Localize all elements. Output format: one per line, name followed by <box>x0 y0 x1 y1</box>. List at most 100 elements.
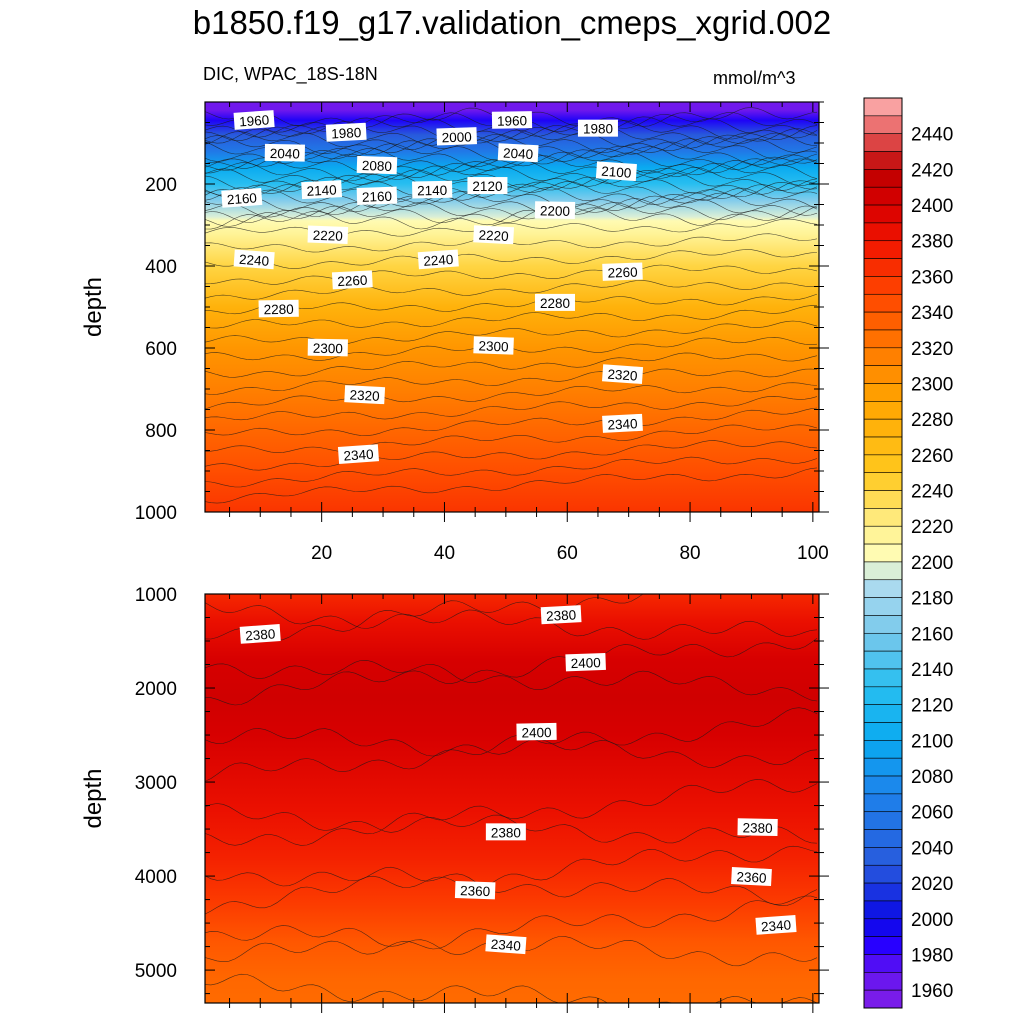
contour-label-text: 2320 <box>607 367 638 384</box>
contour-label-box <box>473 225 515 245</box>
colorbar-box <box>863 740 903 759</box>
y-tick-label: 2000 <box>135 679 177 700</box>
contour-label-box <box>344 385 386 405</box>
colorbar-box <box>863 133 903 152</box>
contour-label: 2340 <box>602 413 643 433</box>
contour-line <box>204 368 818 395</box>
y-tick-label: 1000 <box>135 503 177 524</box>
y-tick-label: 800 <box>145 421 177 442</box>
contour-label-text: 2380 <box>742 820 772 836</box>
contour-label-text: 2080 <box>362 158 393 174</box>
contour-label: 2260 <box>602 262 643 281</box>
contour-label: 2380 <box>540 605 582 625</box>
colorbar-box <box>863 543 903 563</box>
colorbar-box <box>863 329 903 349</box>
contour-line <box>204 728 818 768</box>
y-axis-title: depth <box>80 277 107 337</box>
colorbar-label: 2160 <box>911 624 953 645</box>
colorbar-box <box>863 311 903 331</box>
contour-label: 2300 <box>473 336 514 355</box>
contour-label-box <box>565 652 606 672</box>
contour-line <box>204 153 818 176</box>
contour-line <box>204 395 818 421</box>
contour-line <box>204 382 818 410</box>
contour-line <box>204 638 818 706</box>
colorbar-box <box>863 847 903 866</box>
contour-label-box <box>356 155 398 175</box>
colorbar-box <box>863 775 903 795</box>
colorbar-box <box>863 686 903 705</box>
colorbar-box <box>863 900 903 920</box>
colorbar-box <box>863 293 903 313</box>
colorbar-box <box>863 347 903 366</box>
contour-label: 2380 <box>239 624 281 644</box>
contour-label: 2280 <box>534 293 575 311</box>
contour-label: 2340 <box>337 444 380 464</box>
colorbar-label: 2340 <box>911 303 953 324</box>
colorbar-box <box>863 115 903 134</box>
contour-label: 2360 <box>731 866 772 887</box>
contour-label-box <box>325 122 367 142</box>
colorbar-box <box>863 597 903 616</box>
contour-line <box>204 803 818 844</box>
colorbar-box <box>863 936 903 955</box>
colorbar-label: 2420 <box>911 160 953 181</box>
contour-label-text: 2260 <box>607 265 638 281</box>
contour-label: 2140 <box>301 180 343 200</box>
contour-label-box <box>233 110 275 130</box>
colorbar-box <box>863 918 903 937</box>
chart-title: b1850.f19_g17.validation_cmeps_xgrid.002 <box>192 4 832 41</box>
contour-label-text: 2320 <box>349 387 380 404</box>
colorbar-label: 2020 <box>911 874 953 895</box>
contour-label: 1960 <box>491 111 533 129</box>
colorbar-label: 2300 <box>911 374 953 395</box>
colorbar-label: 2320 <box>911 339 953 360</box>
contour-label-text: 2220 <box>478 227 509 244</box>
colorbar-box <box>863 401 903 420</box>
contour-line <box>204 866 818 905</box>
contour-line <box>204 218 818 237</box>
contour-label-text: 2340 <box>607 416 638 433</box>
contour-label-text: 2040 <box>503 145 534 162</box>
contour-line <box>204 845 818 915</box>
contour-label-box <box>301 180 343 200</box>
colorbar-label: 2200 <box>911 553 953 574</box>
contour-label-box <box>264 143 305 162</box>
y-tick-label: 400 <box>145 257 177 278</box>
colorbar-box <box>863 276 903 295</box>
colorbar-frame <box>863 97 903 1009</box>
contour-label-text: 2400 <box>570 655 601 671</box>
contour-label: 2240 <box>417 249 459 270</box>
colorbar-label: 2400 <box>911 196 953 217</box>
contour-label-text: 2100 <box>601 164 632 181</box>
contour-line <box>204 162 818 187</box>
contour-line <box>204 659 818 702</box>
colorbar-box <box>863 365 903 384</box>
contour-label: 2200 <box>534 201 576 219</box>
colorbar-label: 2060 <box>911 803 953 824</box>
upper-panel: 20 40 60 80 1002004006008001000depth19601980… <box>80 101 829 564</box>
contour-label: 2340 <box>485 934 527 955</box>
contour-line <box>204 707 818 782</box>
colorbar-box <box>863 632 903 652</box>
contour-label-box <box>602 413 643 433</box>
colorbar-label: 2360 <box>911 267 953 288</box>
colorbar-box <box>863 472 903 491</box>
y-tick-label: 4000 <box>135 867 177 888</box>
contour-line <box>204 352 818 378</box>
contour-label: 2260 <box>331 270 373 290</box>
contour-line <box>204 305 818 329</box>
colorbar-label: 2120 <box>911 696 953 717</box>
colorbar-box <box>863 561 903 581</box>
contour-label-box <box>221 187 263 208</box>
contour-label-box <box>540 605 582 625</box>
colorbar-box <box>863 240 903 259</box>
lower-panel: 1000 2000 3000 4000 5000 depth 2380 2380 2400 240… <box>80 585 829 1013</box>
x-tick-label: 80 <box>679 543 700 564</box>
contour-label-text: 2380 <box>245 626 276 643</box>
contour-line <box>204 249 818 270</box>
contour-label-text: 2120 <box>472 179 502 194</box>
contour-line <box>204 264 818 285</box>
contour-line <box>204 440 818 471</box>
